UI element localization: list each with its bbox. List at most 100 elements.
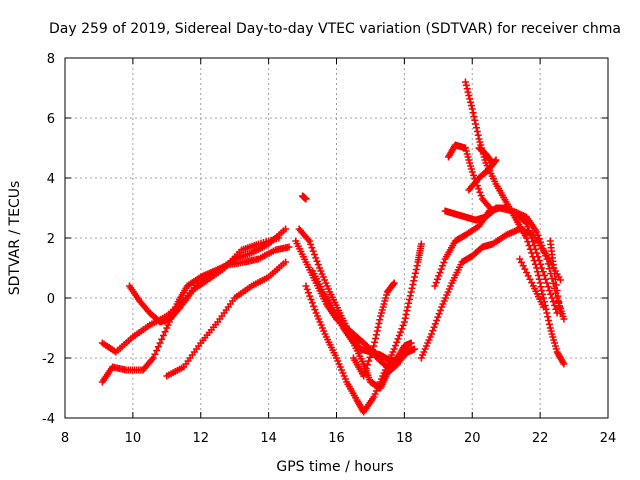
data-point xyxy=(435,310,443,318)
data-point xyxy=(371,338,379,346)
data-point xyxy=(545,317,553,324)
data-point xyxy=(400,318,408,326)
data-point xyxy=(544,313,552,321)
x-tick-label: 16 xyxy=(328,431,345,446)
data-point xyxy=(310,251,318,258)
series-track-10 xyxy=(349,279,398,380)
data-point xyxy=(369,346,377,354)
data-point xyxy=(439,262,447,270)
data-point xyxy=(417,240,425,248)
data-point xyxy=(528,249,536,257)
y-tick-label: 0 xyxy=(47,292,55,307)
data-point xyxy=(559,359,567,366)
data-point xyxy=(397,328,405,336)
data-point xyxy=(432,279,440,287)
data-point xyxy=(533,264,541,272)
axis-ticks xyxy=(64,57,609,419)
x-tick-label: 14 xyxy=(260,431,277,446)
data-point xyxy=(552,281,560,289)
data-point xyxy=(405,296,413,303)
data-point xyxy=(434,313,442,321)
data-point xyxy=(469,109,477,117)
data-point xyxy=(372,331,380,339)
series-track-11 xyxy=(417,225,564,362)
data-point xyxy=(411,273,419,281)
data-point xyxy=(468,168,476,176)
data-point xyxy=(282,258,290,266)
data-point xyxy=(282,225,290,233)
data-point xyxy=(540,272,548,279)
data-point xyxy=(554,292,562,300)
chart-title: Day 259 of 2019, Sidereal Day-to-day VTE… xyxy=(49,21,621,37)
data-point xyxy=(302,195,310,203)
data-point xyxy=(560,360,568,368)
data-point xyxy=(538,287,546,294)
x-tick-label: 24 xyxy=(600,431,617,446)
data-point xyxy=(394,335,402,343)
data-point xyxy=(411,269,419,277)
data-point xyxy=(159,332,167,339)
series-track-9 xyxy=(309,267,412,392)
series-track-7 xyxy=(292,237,415,371)
data-point xyxy=(555,298,563,306)
x-tick-label: 22 xyxy=(532,431,549,446)
series-track-18 xyxy=(516,255,548,311)
y-tick-label: -4 xyxy=(42,412,55,427)
data-point xyxy=(376,316,384,324)
data-point xyxy=(435,272,443,280)
data-point xyxy=(428,330,436,338)
data-point xyxy=(471,116,479,124)
data-point xyxy=(552,305,560,313)
data-point xyxy=(309,247,317,255)
data-point xyxy=(476,188,484,196)
data-point xyxy=(524,238,532,246)
data-point xyxy=(440,258,448,266)
data-point xyxy=(467,102,475,110)
data-point xyxy=(526,245,534,253)
data-point xyxy=(373,327,381,335)
data-point xyxy=(540,248,548,256)
data-point xyxy=(467,98,475,106)
data-point xyxy=(491,157,499,165)
data-point xyxy=(285,243,293,251)
data-point xyxy=(523,219,531,227)
data-point xyxy=(148,356,156,363)
data-point xyxy=(542,275,550,283)
data-point xyxy=(530,257,538,264)
data-point xyxy=(399,321,407,329)
series-track-5 xyxy=(299,192,310,203)
data-point xyxy=(474,131,482,139)
data-point xyxy=(429,327,437,335)
data-point xyxy=(361,368,369,376)
data-point xyxy=(473,128,481,135)
data-point xyxy=(362,365,370,372)
data-point xyxy=(463,85,471,93)
data-point xyxy=(308,244,316,252)
data-point xyxy=(543,309,551,317)
data-point xyxy=(472,124,480,132)
data-point xyxy=(161,328,169,336)
data-point xyxy=(543,279,551,287)
grid-lines xyxy=(65,58,608,418)
data-point xyxy=(398,325,406,333)
data-point xyxy=(390,279,398,287)
data-point xyxy=(366,353,374,361)
x-tick-labels: 8 10 12 14 16 18 20 22 24 xyxy=(61,431,616,446)
data-points xyxy=(98,78,568,416)
data-point xyxy=(402,311,410,318)
data-point xyxy=(489,207,497,215)
data-point xyxy=(529,253,537,261)
data-point xyxy=(314,261,322,269)
data-point xyxy=(391,342,399,350)
data-point xyxy=(431,282,439,290)
data-point xyxy=(551,275,559,283)
y-axis-label: SDTVAR / TECUs xyxy=(7,181,23,296)
data-point xyxy=(524,223,532,231)
data-point xyxy=(475,185,483,193)
y-tick-label: 8 xyxy=(47,52,55,67)
data-point xyxy=(544,283,552,291)
data-point xyxy=(390,345,398,353)
data-point xyxy=(304,236,312,243)
data-point xyxy=(395,332,403,339)
data-point xyxy=(556,303,564,311)
